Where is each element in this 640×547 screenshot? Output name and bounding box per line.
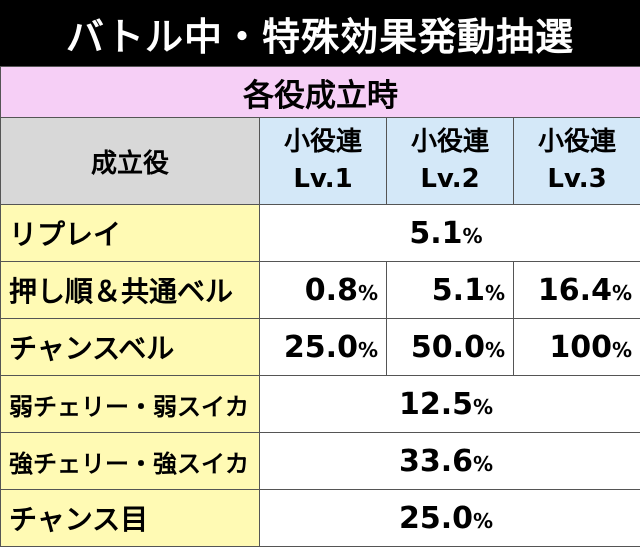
percent-sign: %: [473, 452, 493, 476]
merged-value-cell: 33.6%: [260, 433, 640, 490]
value-text: 33.6: [399, 444, 473, 479]
row-label: チャンスベル: [1, 319, 260, 376]
percent-sign: %: [473, 509, 493, 533]
percent-sign: %: [612, 338, 632, 362]
value-text: 100: [549, 330, 612, 365]
value-text: 0.8: [305, 273, 358, 308]
table-row: 押し順＆共通ベル 0.8% 5.1% 16.4%: [1, 262, 640, 319]
percent-sign: %: [473, 395, 493, 419]
lv1-value-cell: 25.0%: [260, 319, 387, 376]
value-text: 5.1: [432, 273, 485, 308]
lv2-header-line2: Lv.2: [387, 161, 513, 198]
merged-value-cell: 25.0%: [260, 490, 640, 547]
value-text: 12.5: [399, 387, 473, 422]
role-column-header: 成立役: [1, 118, 260, 205]
percent-sign: %: [358, 338, 378, 362]
value-text: 50.0: [411, 330, 485, 365]
lv3-column-header: 小役連 Lv.3: [514, 118, 640, 205]
lv2-column-header: 小役連 Lv.2: [387, 118, 514, 205]
percent-sign: %: [485, 338, 505, 362]
page-title: バトル中・特殊効果発動抽選: [0, 0, 640, 66]
merged-value-cell: 12.5%: [260, 376, 640, 433]
value-text: 25.0: [399, 501, 473, 536]
lv3-header-line1: 小役連: [514, 124, 640, 161]
table-row: チャンスベル 25.0% 50.0% 100%: [1, 319, 640, 376]
table-row: リプレイ 5.1%: [1, 205, 640, 262]
lv3-value-cell: 16.4%: [514, 262, 640, 319]
lv2-value-cell: 50.0%: [387, 319, 514, 376]
lottery-table: 各役成立時 成立役 小役連 Lv.1 小役連 Lv.2 小役連 Lv.3 リプレ…: [0, 66, 640, 547]
lv1-column-header: 小役連 Lv.1: [260, 118, 387, 205]
percent-sign: %: [463, 224, 483, 248]
row-label: リプレイ: [1, 205, 260, 262]
lv2-value-cell: 5.1%: [387, 262, 514, 319]
lv3-header-line2: Lv.3: [514, 161, 640, 198]
percent-sign: %: [612, 281, 632, 305]
row-label: チャンス目: [1, 490, 260, 547]
lv1-header-line1: 小役連: [260, 124, 386, 161]
section-header: 各役成立時: [1, 67, 640, 118]
value-text: 25.0: [284, 330, 358, 365]
table-row: チャンス目 25.0%: [1, 490, 640, 547]
percent-sign: %: [485, 281, 505, 305]
row-label: 押し順＆共通ベル: [1, 262, 260, 319]
lv1-value-cell: 0.8%: [260, 262, 387, 319]
percent-sign: %: [358, 281, 378, 305]
table-row: 強チェリー・強スイカ 33.6%: [1, 433, 640, 490]
table-row: 弱チェリー・弱スイカ 12.5%: [1, 376, 640, 433]
merged-value-cell: 5.1%: [260, 205, 640, 262]
value-text: 16.4: [538, 273, 612, 308]
row-label: 弱チェリー・弱スイカ: [1, 376, 260, 433]
value-text: 5.1: [409, 216, 462, 251]
lv2-header-line1: 小役連: [387, 124, 513, 161]
lv1-header-line2: Lv.1: [260, 161, 386, 198]
lv3-value-cell: 100%: [514, 319, 640, 376]
row-label: 強チェリー・強スイカ: [1, 433, 260, 490]
